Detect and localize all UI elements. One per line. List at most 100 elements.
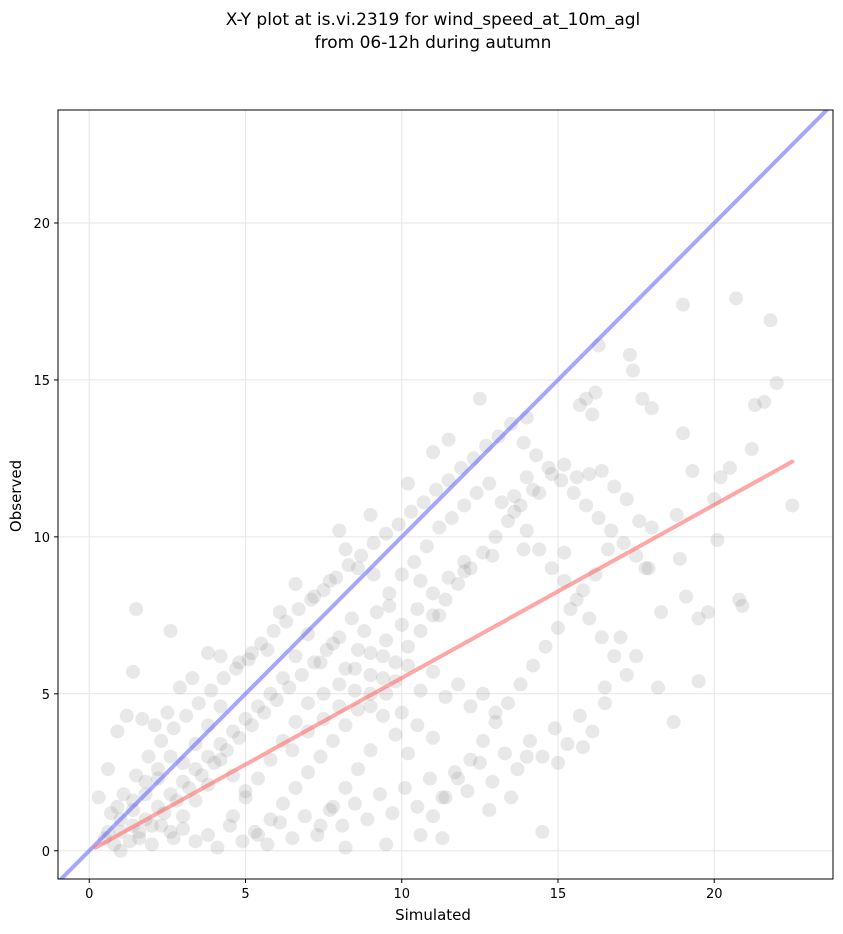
scatter-point (191, 696, 206, 711)
scatter-point (279, 614, 294, 629)
scatter-point (632, 514, 647, 529)
scatter-point (732, 592, 747, 607)
scatter-point (451, 576, 465, 591)
scatter-point (288, 576, 303, 591)
scatter-point (179, 708, 194, 723)
scatter-point (654, 605, 669, 620)
scatter-point (122, 834, 137, 849)
scatter-point (351, 762, 365, 777)
scatter-point (410, 799, 425, 814)
scatter-point (379, 526, 394, 541)
scatter-point (641, 561, 656, 576)
scatter-point (591, 511, 606, 526)
scatter-point (269, 693, 284, 708)
scatter-point (516, 435, 531, 450)
scatter-point (710, 533, 725, 548)
scatter-point (151, 771, 165, 786)
scatter-point (238, 790, 253, 805)
scatter-point (532, 485, 547, 500)
scatter-point (351, 642, 365, 657)
chart-subtitle: from 06-12h during autumn (315, 33, 552, 53)
x-tick-label: 10 (393, 887, 410, 902)
scatter-point (176, 774, 190, 789)
scatter-point (394, 705, 409, 720)
scatter-point (363, 646, 378, 661)
scatter-point (344, 611, 359, 626)
x-tick-label: 20 (706, 887, 723, 902)
scatter-point (426, 809, 440, 824)
scatter-points (91, 291, 800, 858)
scatter-point (463, 561, 478, 576)
scatter-point (429, 482, 444, 497)
scatter-point (172, 680, 187, 695)
scatter-point (235, 834, 250, 849)
scatter-point (385, 806, 400, 821)
y-tick-label: 5 (42, 688, 50, 703)
scatter-point (332, 630, 347, 645)
scatter-point (426, 730, 440, 745)
scatter-point (691, 611, 706, 626)
scatter-point (322, 573, 337, 588)
scatter-point (426, 586, 440, 601)
scatter-point (576, 740, 590, 755)
scatter-point (213, 737, 228, 752)
scatter-point (185, 671, 200, 686)
scatter-point (351, 561, 365, 576)
scatter-point (685, 463, 700, 478)
scatter-point (288, 715, 303, 730)
scatter-point (622, 347, 637, 362)
scatter-point (507, 504, 522, 519)
x-tick-label: 0 (85, 887, 93, 902)
scatter-point (357, 624, 372, 639)
scatter-point (272, 815, 287, 830)
y-tick-label: 20 (33, 217, 50, 232)
scatter-point (163, 749, 178, 764)
scatter-point (251, 771, 265, 786)
scatter-point (469, 485, 484, 500)
scatter-point (232, 655, 247, 670)
scatter-point (463, 752, 478, 767)
scatter-point (544, 561, 559, 576)
scatter-point (307, 589, 322, 604)
scatter-point (526, 482, 540, 497)
scatter-point (332, 523, 347, 538)
scatter-point (216, 671, 231, 686)
scatter-point (519, 749, 534, 764)
scatter-point (413, 683, 428, 698)
scatter-point (397, 780, 412, 795)
scatter-point (444, 511, 459, 526)
scatter-point (313, 655, 328, 670)
scatter-point (347, 683, 362, 698)
scatter-point (222, 818, 237, 833)
scatter-point (301, 765, 315, 780)
scatter-point (676, 426, 690, 441)
scatter-point (338, 661, 353, 676)
scatter-point (154, 733, 169, 748)
scatter-point (163, 787, 178, 802)
scatter-point (341, 558, 356, 573)
scatter-point (435, 831, 450, 846)
scatter-point (438, 790, 453, 805)
scatter-point (401, 746, 415, 761)
scatter-point (526, 658, 540, 673)
scatter-point (447, 765, 462, 780)
scatter-point (744, 441, 759, 456)
scatter-point (582, 611, 597, 626)
scatter-point (491, 429, 506, 444)
scatter-point (229, 661, 244, 676)
scatter-point (482, 476, 497, 491)
scatter-point (747, 398, 762, 413)
scatter-point (285, 831, 300, 846)
scatter-point (391, 517, 406, 532)
scatter-point (535, 824, 550, 839)
scatter-point (582, 467, 597, 482)
scatter-point (201, 749, 215, 764)
scatter-point (485, 548, 500, 563)
chart-title: X-Y plot at is.vi.2319 for wind_speed_at… (226, 10, 641, 30)
scatter-point (597, 680, 612, 695)
scatter-point (376, 708, 390, 723)
scatter-point (366, 536, 381, 551)
scatter-point (263, 686, 278, 701)
scatter-point (585, 724, 600, 739)
scatter-point (322, 802, 337, 817)
